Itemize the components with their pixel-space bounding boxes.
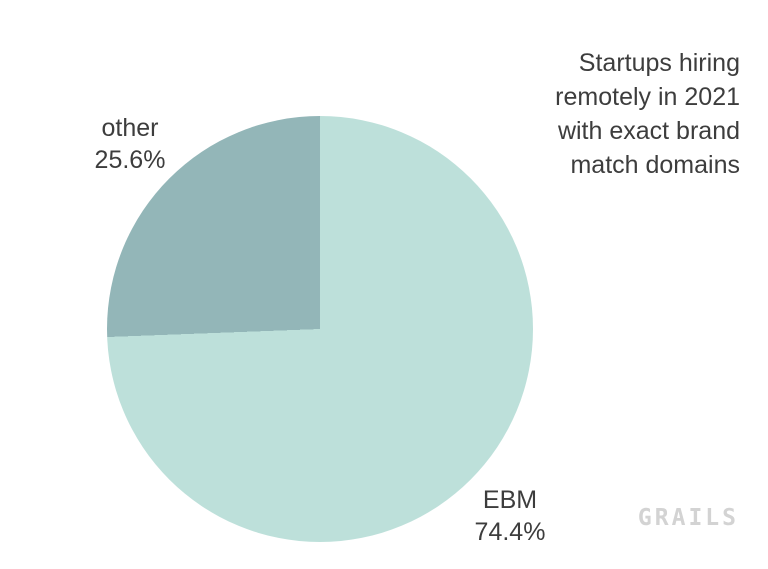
pie-chart xyxy=(107,116,533,542)
chart-title: Startups hiring remotely in 2021 with ex… xyxy=(555,46,740,182)
slice-label-ebm-value: 74.4% xyxy=(474,518,546,546)
grails-logo: GRAILS xyxy=(637,505,739,531)
chart-title-line-2: remotely in 2021 xyxy=(555,83,740,111)
chart-title-line-3: with exact brand xyxy=(557,117,740,145)
slice-label-other-value: 25.6% xyxy=(94,146,166,174)
slice-label-other: other 25.6% xyxy=(95,112,166,176)
slice-label-other-name: other xyxy=(101,114,159,142)
chart-title-line-4: match domains xyxy=(570,151,740,179)
slice-label-ebm-name: EBM xyxy=(482,486,538,514)
chart-title-line-1: Startups hiring xyxy=(578,49,740,77)
slice-label-ebm: EBM 74.4% xyxy=(475,484,546,548)
